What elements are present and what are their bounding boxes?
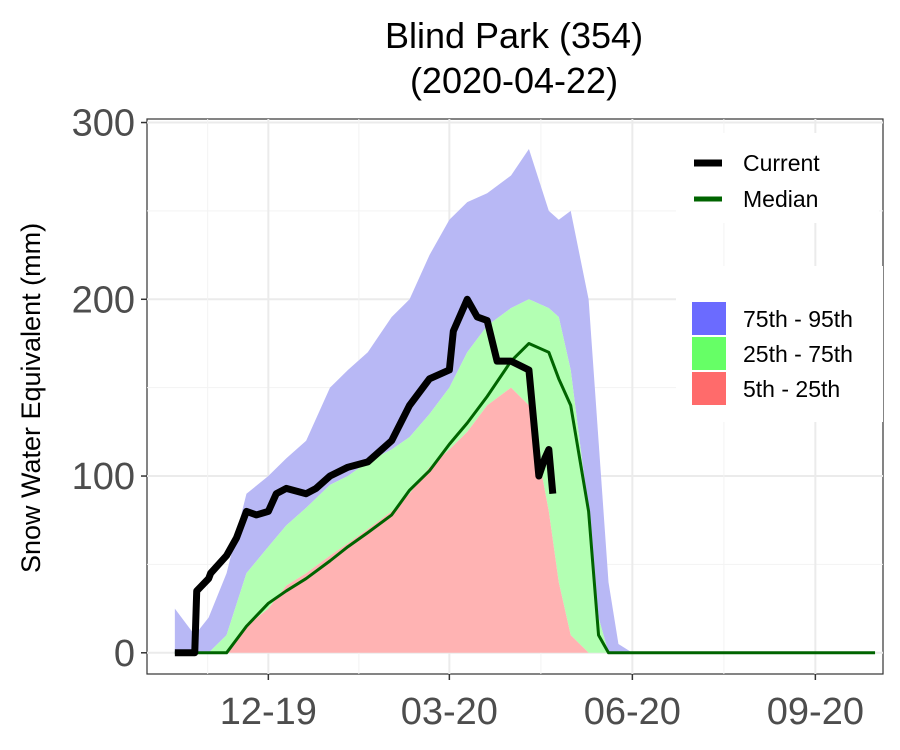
y-tick-label: 100 [72, 456, 135, 498]
x-tick-label: 03-20 [401, 691, 498, 733]
band-75-95 [174, 149, 876, 653]
y-axis-title: Snow Water Equivalent (mm) [16, 223, 46, 573]
legend-line-label: Current [743, 150, 820, 176]
y-axis-ticks: 0 100 200 300 [72, 103, 147, 675]
chart-subtitle: (2020-04-22) [410, 60, 618, 101]
x-tick-label: 06-20 [584, 691, 681, 733]
legend-band-label: 5th - 25th [743, 376, 840, 402]
legend-line-label: Median [743, 186, 818, 212]
y-tick-label: 0 [114, 633, 135, 675]
y-tick-label: 300 [72, 103, 135, 145]
median-line [174, 341, 876, 655]
legend-band-label: 75th - 95th [743, 306, 853, 332]
band-5-25 [174, 387, 876, 653]
legend-band-label: 25th - 75th [743, 341, 853, 367]
x-tick-label: 09-20 [767, 691, 864, 733]
x-axis-ticks: 12-19 03-20 06-20 09-20 [220, 674, 864, 733]
current-line [174, 295, 557, 657]
legend-band-key [692, 337, 726, 370]
series-lines [174, 295, 876, 657]
chart-title: Blind Park (354) [385, 15, 643, 56]
y-tick-label: 200 [72, 279, 135, 321]
legend-band-key [692, 302, 726, 335]
x-tick-label: 12-19 [220, 691, 317, 733]
legend-lines-box [676, 133, 879, 223]
legend-band-key [692, 372, 726, 405]
legend: Current Median 75th - 95th 25th - 75th 5th -… [676, 133, 883, 422]
